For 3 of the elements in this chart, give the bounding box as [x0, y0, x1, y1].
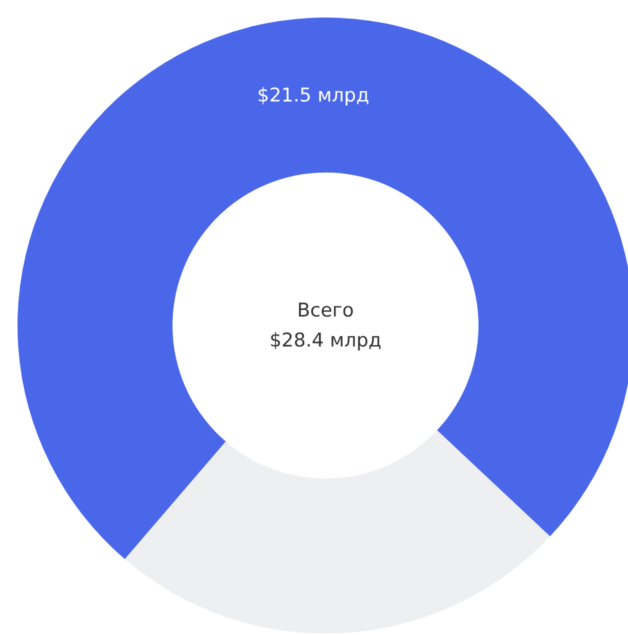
text: Всего	[297, 300, 354, 322]
data-label: $21.5 млрд	[257, 84, 370, 106]
text: $28.4 млрд	[269, 330, 382, 352]
